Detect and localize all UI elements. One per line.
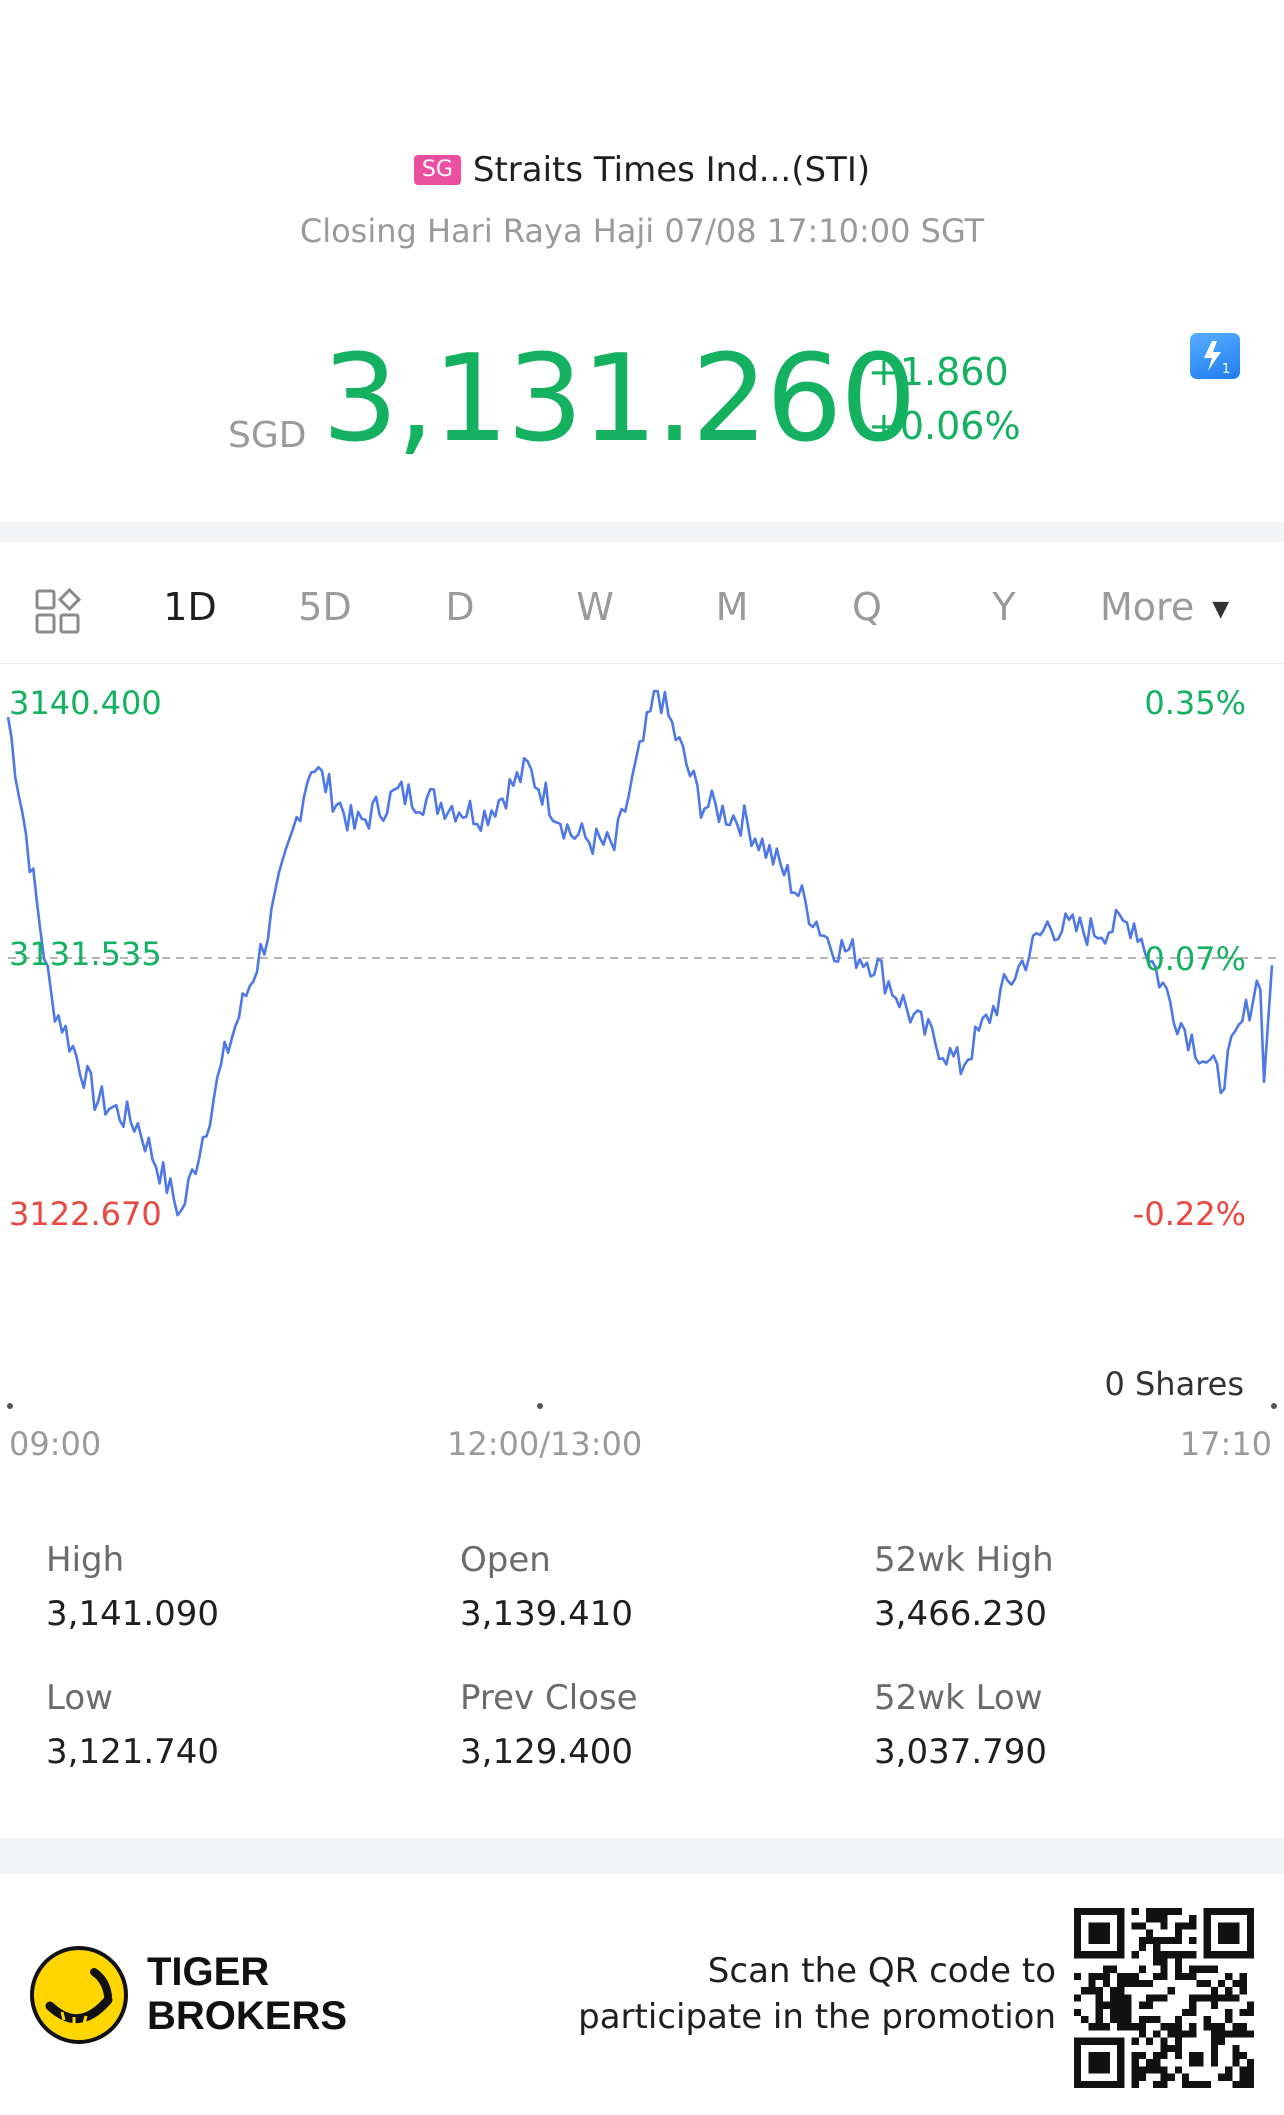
tab-1d[interactable]: 1D <box>163 585 217 629</box>
quote-header: SG Straits Times Ind...(STI) Closing Har… <box>0 0 1284 522</box>
wk52-low-label: 52wk Low <box>874 1678 1043 1718</box>
tab-m[interactable]: M <box>715 585 749 629</box>
caret-down-icon: ▼ <box>1212 596 1230 622</box>
tab-q[interactable]: Q <box>852 585 882 629</box>
tab-w[interactable]: W <box>576 585 614 629</box>
lightning-icon[interactable]: 1 <box>1190 333 1240 379</box>
x-tick-dot-mid <box>537 1403 543 1409</box>
promo-line-2: participate in the promotion <box>578 1997 1056 2037</box>
volume-label: 0 Shares <box>1104 1365 1244 1403</box>
more-label: More <box>1100 585 1195 629</box>
footer-divider <box>0 1838 1284 1874</box>
stock-name[interactable]: Straits Times Ind...(STI) <box>472 150 871 190</box>
change-block: +1.860 +0.06% <box>868 345 1021 453</box>
wk52-high-value: 3,466.230 <box>874 1594 1048 1634</box>
open-value: 3,139.410 <box>460 1594 634 1634</box>
open-label: Open <box>460 1540 551 1580</box>
brand-line-2: BROKERS <box>147 1994 348 2038</box>
x-tick-start: 09:00 <box>9 1425 102 1463</box>
tab-5d[interactable]: 5D <box>298 585 352 629</box>
high-label: High <box>46 1540 125 1580</box>
promo-line-1: Scan the QR code to <box>707 1951 1056 1991</box>
tab-more[interactable]: More ▼ <box>1100 582 1240 632</box>
svg-text:1: 1 <box>1222 362 1230 377</box>
change-absolute: +1.860 <box>868 350 1009 394</box>
y-tick-bottom: 3122.670 <box>9 1195 162 1233</box>
y-tick-mid: 3131.535 <box>9 935 162 973</box>
brand-line-1: TIGER <box>147 1950 270 1994</box>
low-value: 3,121.740 <box>46 1732 220 1772</box>
qr-code-icon[interactable] <box>1074 1908 1254 2088</box>
section-divider <box>0 522 1284 542</box>
promo-text: Scan the QR code to participate in the p… <box>578 1948 1056 2040</box>
wk52-high-label: 52wk High <box>874 1540 1054 1580</box>
layout-grid-icon[interactable] <box>34 587 82 636</box>
low-label: Low <box>46 1678 113 1718</box>
pct-tick-bottom: -0.22% <box>1132 1195 1246 1233</box>
price-row: SGD 3,131.260 +1.860 +0.06% <box>0 335 1284 475</box>
tab-d[interactable]: D <box>445 585 475 629</box>
high-value: 3,141.090 <box>46 1594 220 1634</box>
title-row: SG Straits Times Ind...(STI) <box>0 150 1284 190</box>
x-tick-mid: 12:00/13:00 <box>447 1425 643 1463</box>
tiger-logo-icon <box>30 1946 128 2044</box>
currency-label: SGD <box>228 415 307 456</box>
x-tick-end: 17:10 <box>1179 1425 1272 1463</box>
period-tabs: 1D 5D D W M Q Y More ▼ <box>0 542 1284 664</box>
promo-footer: TIGER BROKERS Scan the QR code to partic… <box>0 1874 1284 2115</box>
x-tick-dot-start <box>7 1403 13 1409</box>
change-percent: +0.06% <box>868 404 1021 448</box>
pct-tick-mid: 0.07% <box>1144 940 1246 978</box>
last-price: 3,131.260 <box>322 330 917 469</box>
tab-y[interactable]: Y <box>992 585 1016 629</box>
region-badge: SG <box>413 155 461 185</box>
prev-close-label: Prev Close <box>460 1678 638 1718</box>
prev-close-value: 3,129.400 <box>460 1732 634 1772</box>
wk52-low-value: 3,037.790 <box>874 1732 1048 1772</box>
brand-name: TIGER BROKERS <box>147 1950 347 2038</box>
pct-tick-top: 0.35% <box>1144 684 1246 722</box>
intraday-chart[interactable] <box>0 664 1284 1464</box>
stats-panel: High 3,141.090 Open 3,139.410 52wk High … <box>0 1520 1284 1840</box>
y-tick-top: 3140.400 <box>9 684 162 722</box>
x-tick-dot-end <box>1271 1403 1277 1409</box>
market-status: Closing Hari Raya Haji 07/08 17:10:00 SG… <box>299 212 985 250</box>
price-series-line <box>6 689 1274 1217</box>
